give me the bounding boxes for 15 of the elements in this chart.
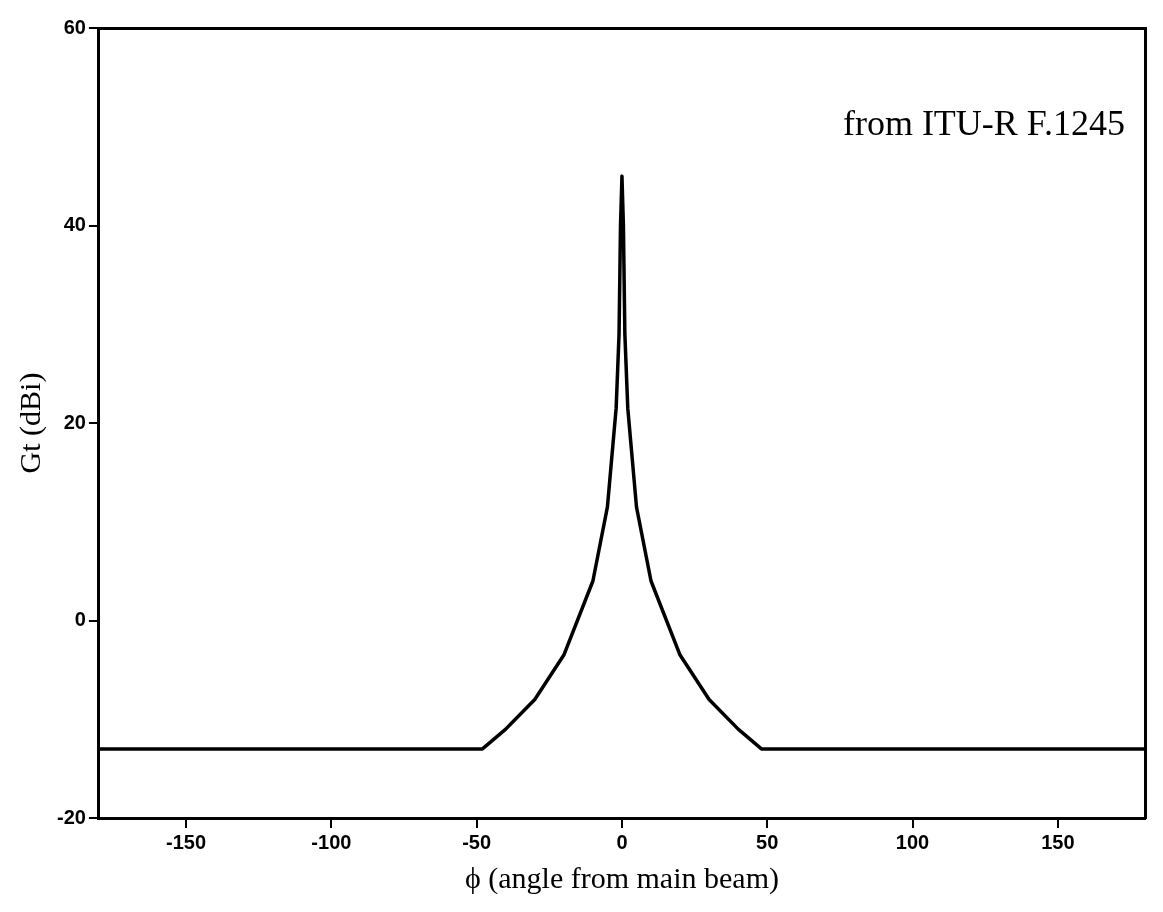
x-tick-label: -100 <box>311 830 352 853</box>
x-tick-label: 0 <box>616 830 628 853</box>
y-tick-label: 20 <box>63 410 86 433</box>
x-tick-label: -150 <box>166 830 207 853</box>
y-tick-label: 60 <box>63 15 86 38</box>
x-tick-label: 100 <box>895 830 930 853</box>
x-tick-label: -50 <box>462 830 492 853</box>
annotation: from ITU-R F.1245 <box>842 103 1125 144</box>
y-tick-label: -20 <box>57 805 86 828</box>
y-tick-label: 40 <box>63 213 86 236</box>
y-tick-label: 0 <box>74 608 86 631</box>
x-tick-label: 50 <box>756 830 779 853</box>
x-tick-label: 150 <box>1041 830 1075 853</box>
y-axis-title: Gt (dBi) <box>12 372 47 474</box>
x-axis-title: ϕ (angle from main beam) <box>464 860 779 895</box>
